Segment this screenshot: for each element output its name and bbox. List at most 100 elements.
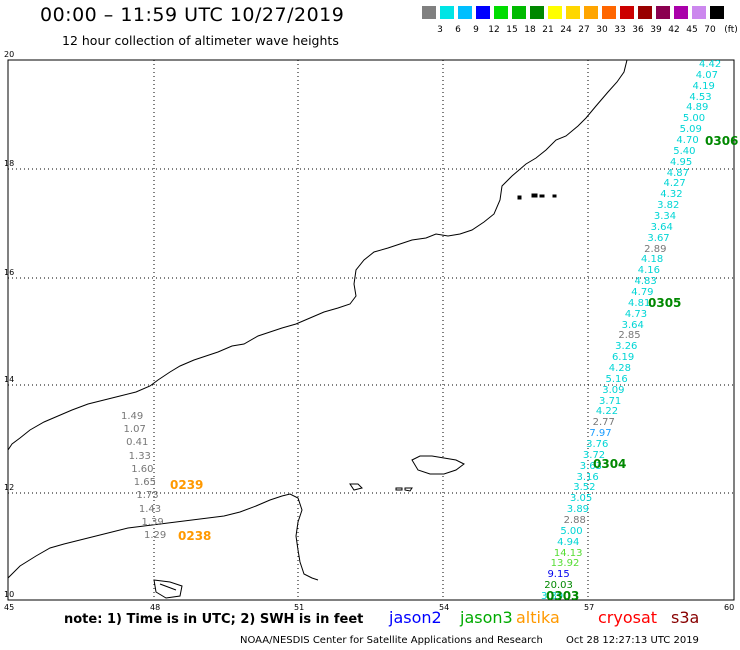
swh-value: 1.73 bbox=[136, 490, 159, 502]
swh-value: 13.92 bbox=[550, 558, 580, 570]
swh-value: 3.64 bbox=[650, 221, 673, 233]
swh-value: 5.09 bbox=[679, 124, 702, 136]
swh-value: 0.41 bbox=[126, 437, 149, 449]
swh-value: 14.13 bbox=[553, 547, 583, 559]
legend-swatch bbox=[476, 6, 490, 19]
latitude-tick: 18 bbox=[4, 159, 15, 168]
satellite-jason2: jason2 bbox=[389, 608, 442, 627]
coastline-somalia bbox=[7, 493, 319, 581]
swh-value: 9.15 bbox=[547, 569, 570, 581]
legend-swatch bbox=[530, 6, 544, 19]
swh-value: 3.39 bbox=[541, 591, 564, 602]
map-frame bbox=[7, 59, 735, 601]
swh-value: 4.89 bbox=[686, 102, 709, 114]
swh-value: 3.72 bbox=[582, 449, 606, 461]
small-island-1 bbox=[349, 483, 363, 491]
swh-value: 3.82 bbox=[657, 200, 680, 212]
swh-value: 3.05 bbox=[570, 493, 593, 505]
satellite-altika: altika bbox=[516, 608, 560, 627]
longitude-tick: 51 bbox=[294, 603, 305, 612]
legend-label: 45 bbox=[686, 25, 698, 35]
legend-label: 21 bbox=[542, 25, 554, 35]
legend-swatch bbox=[710, 6, 724, 19]
pass-time: 0304 bbox=[593, 457, 627, 471]
swh-value: 4.94 bbox=[557, 536, 580, 548]
swh-value: 3.26 bbox=[615, 341, 638, 353]
swh-value: 4.18 bbox=[640, 254, 664, 266]
coastline-arabia bbox=[7, 59, 628, 451]
swh-value: 7.97 bbox=[589, 428, 612, 440]
credit-line: NOAA/NESDIS Center for Satellite Applica… bbox=[240, 635, 543, 646]
legend-swatch bbox=[638, 6, 652, 19]
swh-value: 1.49 bbox=[121, 411, 144, 422]
swh-value: 4.70 bbox=[676, 135, 699, 146]
legend-swatch bbox=[584, 6, 598, 19]
legend-label: 9 bbox=[473, 25, 479, 35]
swh-value: 2.89 bbox=[644, 243, 667, 255]
swh-value: 2.88 bbox=[563, 515, 586, 526]
swh-value: 1.29 bbox=[144, 530, 167, 541]
swh-value: 6.19 bbox=[611, 352, 635, 364]
satellite-s3a: s3a bbox=[671, 608, 700, 627]
map-title: 00:00 – 11:59 UTC 10/27/2019 bbox=[40, 4, 345, 26]
swh-value: 4.83 bbox=[634, 276, 657, 288]
legend-label: 24 bbox=[560, 25, 572, 35]
satellite-cryosat: cryosat bbox=[598, 608, 658, 627]
longitude-tick: 45 bbox=[4, 603, 15, 612]
swh-value: 3.76 bbox=[586, 439, 609, 450]
swh-value: 1.39 bbox=[141, 516, 164, 528]
swh-value: 3.63 bbox=[579, 460, 602, 472]
swh-value: 1.65 bbox=[133, 477, 157, 489]
swh-value: 5.40 bbox=[673, 145, 696, 157]
legend-label: 18 bbox=[524, 25, 536, 35]
swh-value: 4.19 bbox=[692, 80, 715, 92]
legend-swatch bbox=[512, 6, 526, 19]
swh-value: 1.33 bbox=[128, 450, 151, 462]
legend-label: 27 bbox=[578, 25, 590, 35]
map-subtitle: 12 hour collection of altimeter wave hei… bbox=[62, 33, 339, 48]
small-island-2 bbox=[395, 487, 403, 491]
legend-label: 6 bbox=[455, 25, 461, 35]
swh-value: 3.34 bbox=[653, 211, 677, 222]
legend-label: 3 bbox=[437, 25, 443, 35]
swh-value: 4.28 bbox=[608, 363, 631, 374]
footer-note: note: 1) Time is in UTC; 2) SWH is in fe… bbox=[64, 612, 364, 627]
legend-swatch bbox=[656, 6, 670, 19]
swh-value: 3.64 bbox=[621, 319, 644, 331]
swh-value: 20.03 bbox=[544, 580, 573, 592]
swh-value: 3.71 bbox=[599, 395, 622, 407]
pass-time: 0306 bbox=[705, 134, 739, 148]
latitude-tick: 14 bbox=[4, 375, 15, 384]
small-island-3 bbox=[404, 487, 413, 492]
lat-lon-grid bbox=[8, 60, 734, 600]
legend-swatch bbox=[548, 6, 562, 19]
swh-value: 4.27 bbox=[663, 178, 686, 190]
legend-swatch bbox=[620, 6, 634, 19]
legend-label: 70 bbox=[704, 25, 716, 35]
swh-value: 3.52 bbox=[573, 482, 596, 494]
swh-value: 3.09 bbox=[602, 384, 625, 396]
socotra-island bbox=[411, 455, 465, 475]
swh-value: 4.42 bbox=[699, 59, 722, 70]
swh-value: 5.16 bbox=[605, 373, 628, 385]
longitude-tick: 57 bbox=[584, 603, 595, 612]
pass-time: 0303 bbox=[546, 589, 580, 603]
legend-swatch bbox=[440, 6, 454, 19]
legend-unit: (ft) bbox=[724, 25, 738, 35]
swh-value: 3.16 bbox=[576, 471, 599, 483]
swh-value: 4.53 bbox=[689, 91, 712, 103]
swh-value: 1.43 bbox=[138, 503, 162, 515]
satellite-jason3: jason3 bbox=[460, 608, 513, 627]
swh-value: 4.32 bbox=[660, 189, 683, 201]
legend-label: 30 bbox=[596, 25, 608, 35]
legend-swatch bbox=[422, 6, 436, 19]
latitude-tick: 20 bbox=[4, 50, 15, 59]
swh-value: 4.22 bbox=[595, 406, 619, 418]
legend-label: 42 bbox=[668, 25, 680, 35]
swh-value: 4.81 bbox=[628, 297, 651, 309]
swh-value: 2.77 bbox=[592, 417, 615, 429]
legend-swatch bbox=[566, 6, 580, 19]
swh-value: 3.89 bbox=[566, 504, 590, 516]
legend-label: 33 bbox=[614, 25, 626, 35]
